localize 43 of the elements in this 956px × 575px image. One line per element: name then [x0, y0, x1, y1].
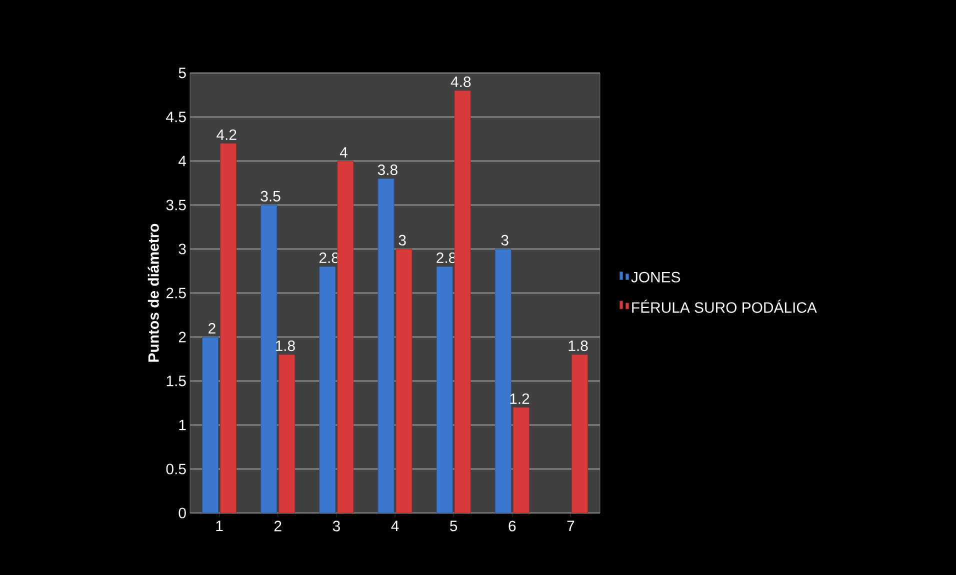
bar: [260, 204, 278, 513]
bar: [319, 266, 336, 513]
y-tick-label: 3.5: [166, 200, 186, 210]
y-tick-label: 5: [178, 68, 186, 78]
y-tick-label: 4: [178, 156, 186, 166]
bar: [396, 248, 412, 513]
x-tick-label: 4: [391, 520, 399, 532]
y-tick-label: 0: [178, 508, 186, 518]
bar: [220, 143, 236, 513]
y-tick-label: 1: [179, 420, 186, 430]
data-label: 1.8: [568, 340, 588, 352]
x-tick-label: 7: [567, 520, 574, 532]
bar: [337, 160, 354, 513]
data-label: 2: [208, 323, 216, 334]
y-tick-label: 2: [178, 332, 186, 342]
x-tick-label: 3: [332, 520, 340, 532]
data-label: 3: [398, 234, 406, 246]
bar: [436, 266, 453, 513]
data-label: 4.8: [450, 76, 471, 88]
bar: [494, 248, 512, 513]
y-tick-label: 4.5: [166, 112, 186, 122]
bar: [378, 178, 394, 513]
legend-label: FÉRULA SURO PODÁLICA: [632, 300, 817, 313]
y-axis-title: Puntos de diámetro: [148, 224, 159, 362]
x-tick-label: 1: [216, 520, 223, 532]
x-tick-label: 6: [508, 520, 516, 532]
y-tick-label: 0.5: [166, 464, 186, 474]
y-tick-label: 3: [178, 244, 186, 254]
data-label: 3.5: [260, 190, 280, 202]
data-label: 4: [340, 147, 348, 158]
bar: [454, 90, 471, 513]
bar: [202, 336, 218, 513]
y-tick-label: 2.5: [166, 288, 186, 298]
data-label: 3.8: [378, 164, 398, 176]
bar: [572, 354, 588, 513]
legend-label: JONES: [631, 272, 680, 282]
bar: [278, 354, 296, 513]
y-tick-label: 1.5: [166, 376, 186, 386]
data-label: 4.2: [216, 129, 236, 140]
data-label: 3: [501, 234, 508, 246]
x-tick-label: 2: [274, 520, 282, 532]
x-tick-label: 5: [450, 520, 458, 532]
bar: [512, 407, 530, 513]
